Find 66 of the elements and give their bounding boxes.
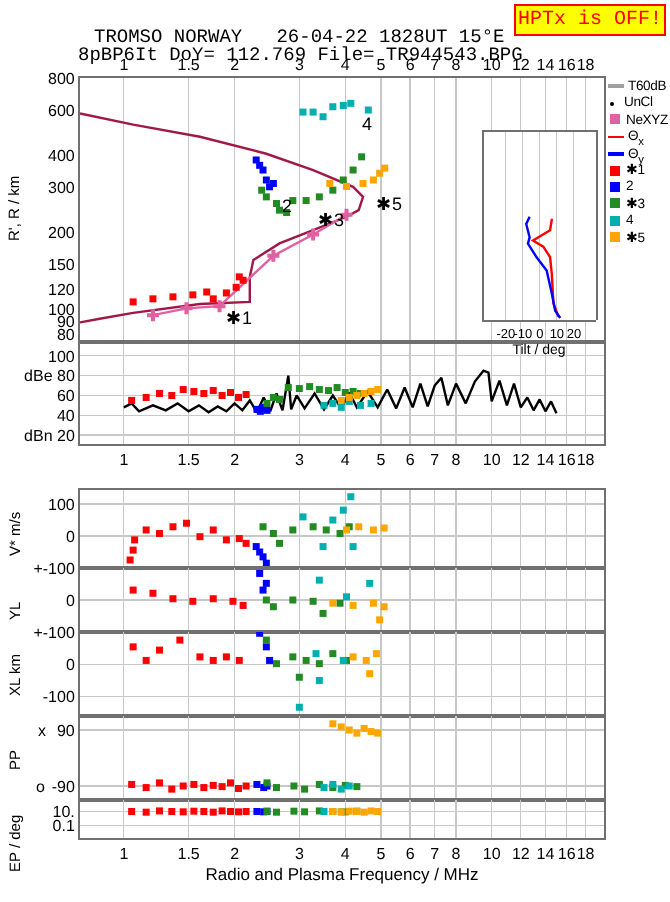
y-tick-label: 100 <box>48 347 76 366</box>
y-tick-label: 200 <box>48 223 76 242</box>
text: x <box>38 722 46 740</box>
x-tick-label: 5 <box>376 845 387 864</box>
x-tick-label: 12 <box>511 845 531 864</box>
y-tick-label: 100 <box>48 495 76 514</box>
y-tick-label: 0 <box>65 527 76 546</box>
y-tick-label: 800 <box>48 69 76 88</box>
x-tick-label: 18 <box>576 451 596 470</box>
x-tick-label: 2 <box>230 845 241 864</box>
y-tick-label: 400 <box>48 146 76 165</box>
chart-title: TROMSO NORWAY 26-04-22 1828UT 15°E <box>94 26 506 48</box>
x-tick-label: 7 <box>430 451 441 470</box>
x-tick-label: 14 <box>536 845 556 864</box>
x-tick-label: 8 <box>451 451 462 470</box>
x-tick-label: 16 <box>557 55 577 74</box>
annotation: 4 <box>362 114 373 134</box>
x-tick-label: 2 <box>230 451 241 470</box>
y-tick-label: 600 <box>48 101 76 120</box>
y-tick-label: 80 <box>56 325 76 344</box>
x-tick-label: 12 <box>511 451 531 470</box>
y-tick-label: dBn 20 <box>24 426 76 445</box>
x-tick-label: 1.5 <box>177 845 201 864</box>
x-tick-label: 1.5 <box>177 451 201 470</box>
x-tick-label: 18 <box>576 845 596 864</box>
x-tick-label: 7 <box>430 845 441 864</box>
annotation: ✱1 <box>226 308 253 328</box>
y-tick-label: 0 <box>65 655 76 674</box>
text: HPTx is OFF! <box>518 8 663 32</box>
x-tick-label: 1 <box>119 845 130 864</box>
x-axis-title: Radio and Plasma Frequency / MHz <box>205 864 479 885</box>
x-tick-label: 18 <box>576 55 596 74</box>
y-tick-label: -90 <box>51 777 76 796</box>
y-tick-label: 120 <box>48 280 76 299</box>
x-tick-label: 6 <box>405 845 416 864</box>
y-tick-label: -100 <box>42 688 76 707</box>
x-tick-label: 16 <box>557 451 577 470</box>
y-tick-label: 0.1 <box>52 817 76 836</box>
y-tick-label: 90 <box>56 721 76 740</box>
x-tick-label: 8 <box>451 845 462 864</box>
y-tick-label: 60 <box>56 387 76 406</box>
y-tick-label: +-100 <box>33 623 76 642</box>
annotation: ✱5 <box>376 194 403 214</box>
y-tick-label: 10. <box>52 803 75 822</box>
y-tick-label: 150 <box>48 255 76 274</box>
x-tick-label: 16 <box>557 845 577 864</box>
y-tick-label: 90 <box>56 312 76 331</box>
x-tick-label: 14 <box>536 451 556 470</box>
x-tick-label: 1 <box>119 451 130 470</box>
x-tick-label: 5 <box>376 451 387 470</box>
x-tick-label: 10 <box>482 845 502 864</box>
x-tick-label: 3 <box>294 451 305 470</box>
x-tick-label: 3 <box>294 845 305 864</box>
y-tick-label: 0 <box>65 591 76 610</box>
x-tick-label: 5 <box>376 55 387 74</box>
x-tick-label: 14 <box>536 55 556 74</box>
text: o <box>36 778 46 796</box>
y-tick-label: 40 <box>56 406 76 425</box>
y-tick-label: dBe 80 <box>24 367 76 386</box>
x-tick-label: 4 <box>340 845 351 864</box>
y-tick-label: +-100 <box>33 559 76 578</box>
x-tick-label: 12 <box>511 55 531 74</box>
x-tick-label: 4 <box>340 451 351 470</box>
x-tick-label: 10 <box>482 451 502 470</box>
y-tick-label: 300 <box>48 178 76 197</box>
x-tick-label: 6 <box>405 451 416 470</box>
